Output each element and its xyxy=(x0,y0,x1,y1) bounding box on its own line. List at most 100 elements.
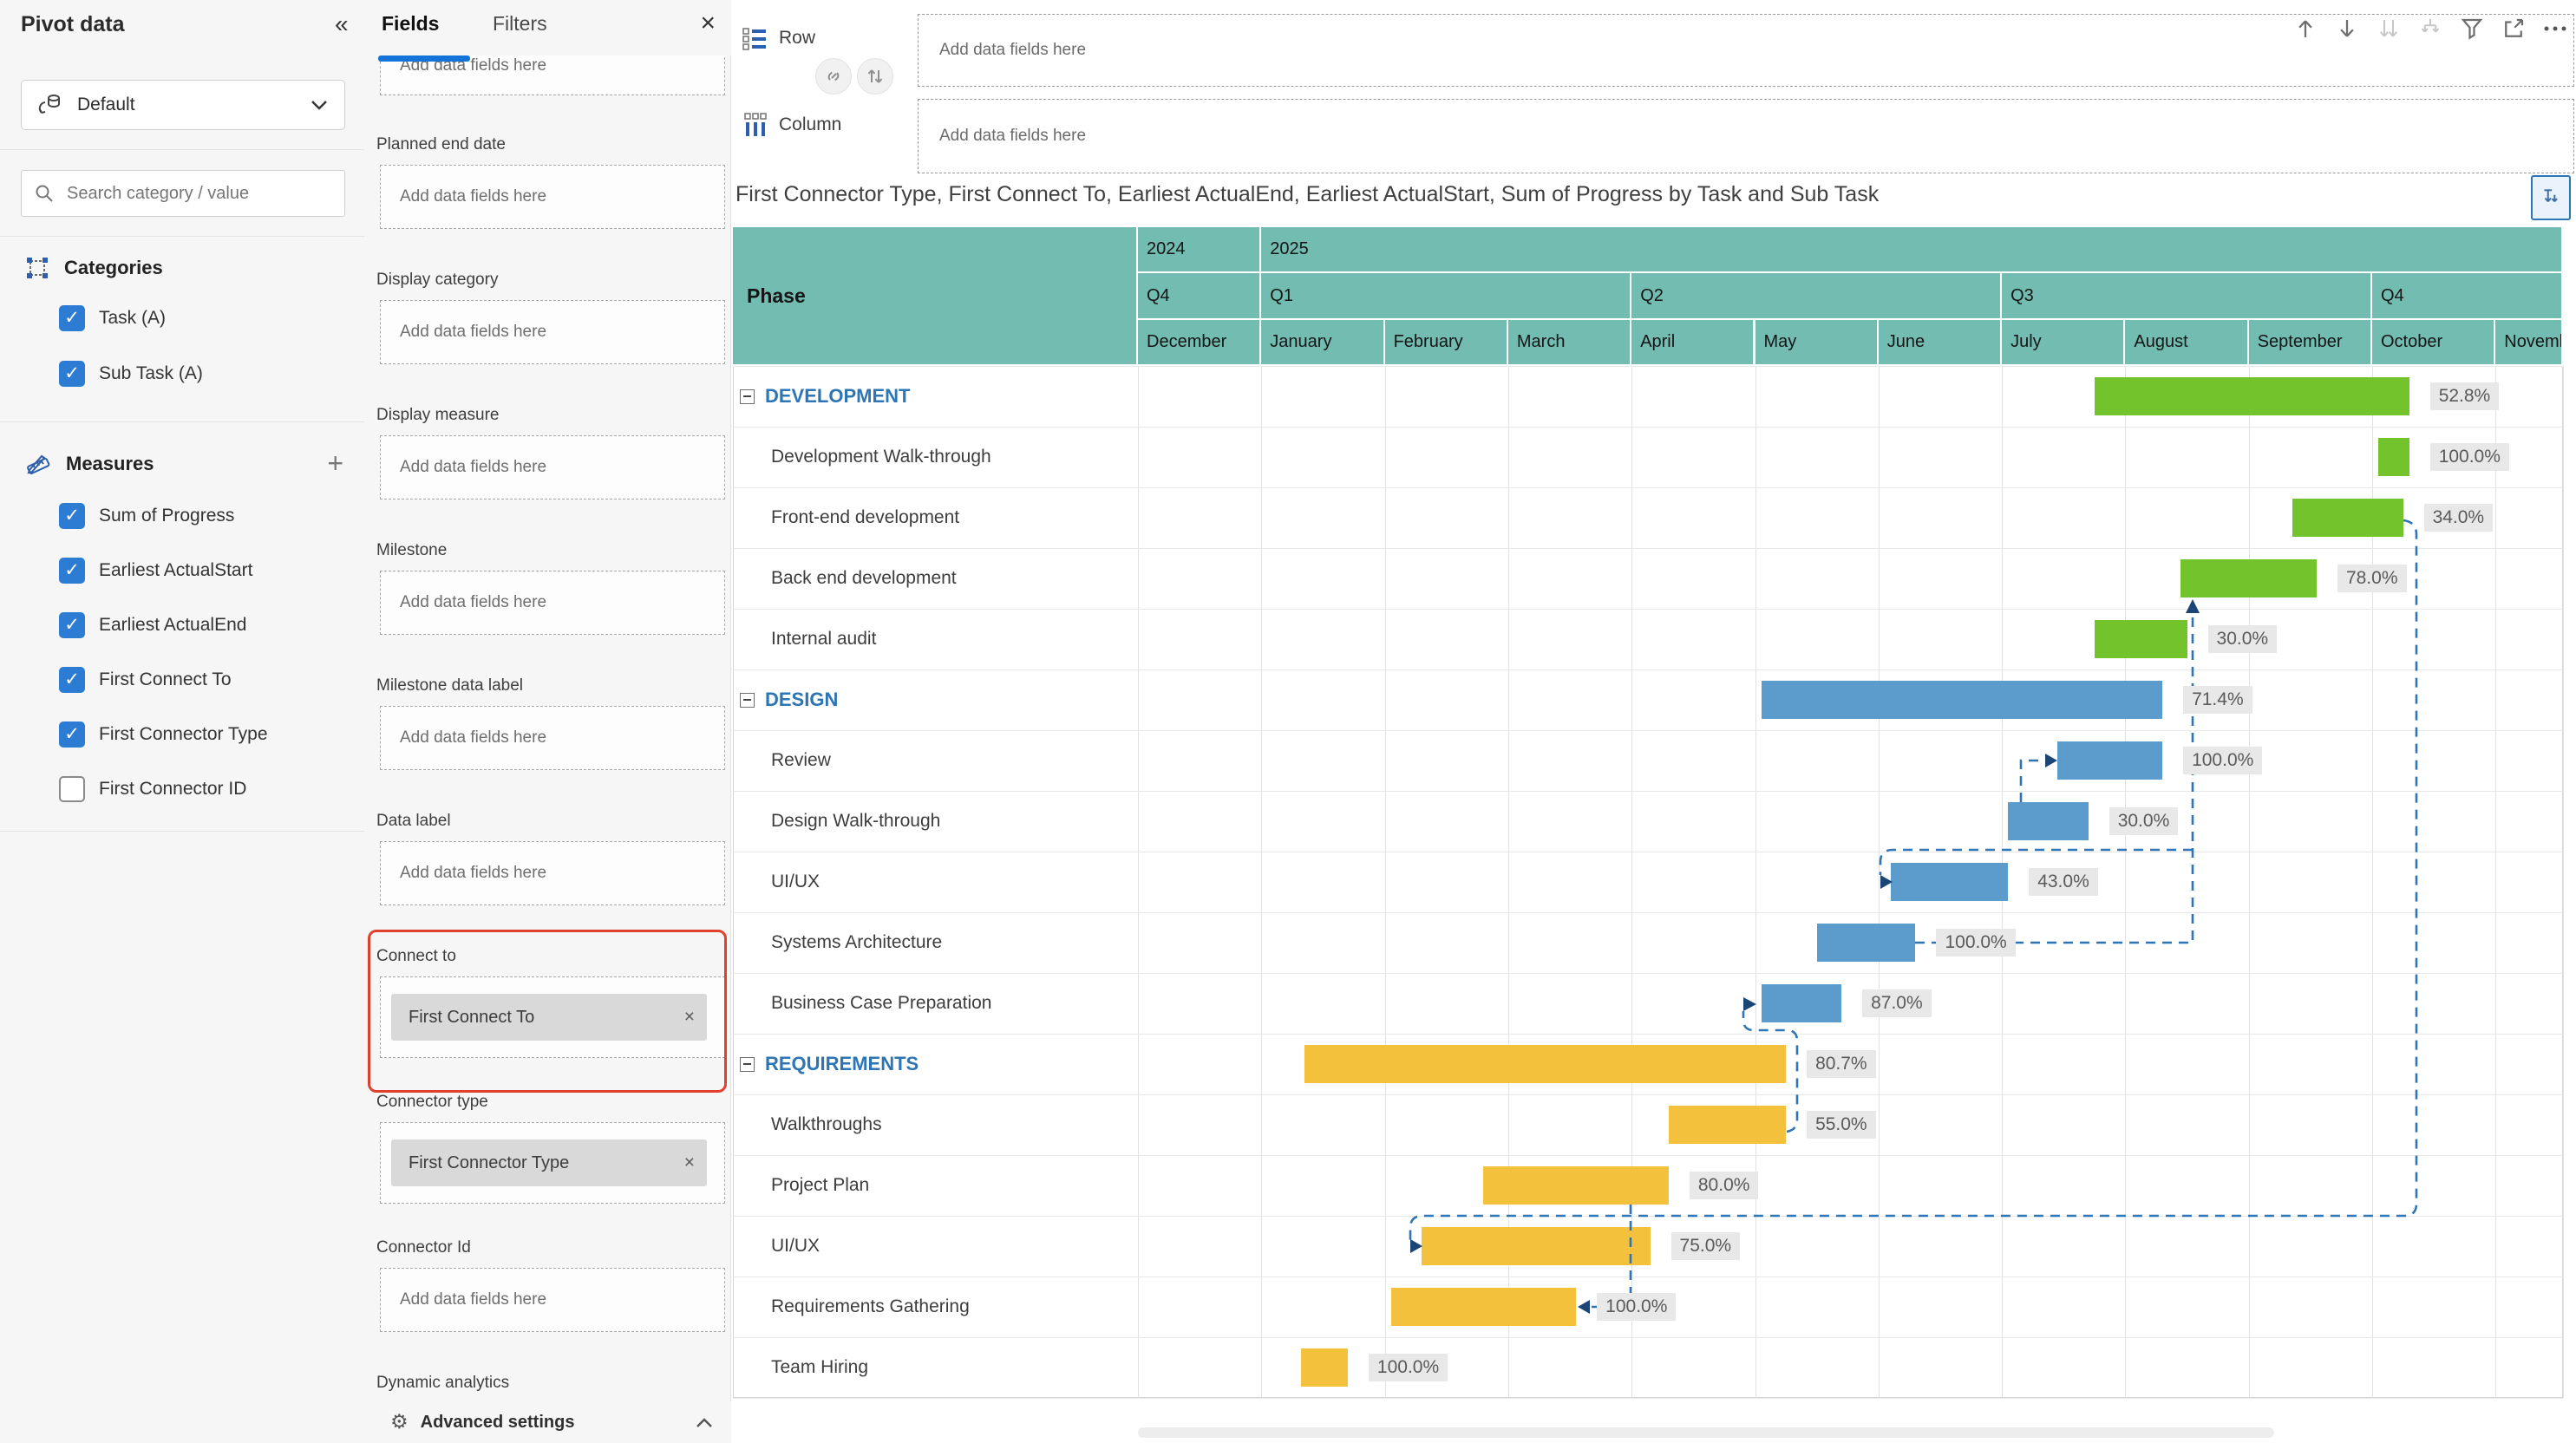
dropzone-placeholder: Add data fields here xyxy=(400,187,547,206)
measure-item-label: Earliest ActualStart xyxy=(99,560,253,580)
collapse-group-icon[interactable] xyxy=(740,388,755,404)
gantt-bar[interactable] xyxy=(1761,681,2163,719)
toolbar-more-options-icon[interactable] xyxy=(2540,16,2570,42)
gantt-header-quarter: Q2 xyxy=(1631,273,2003,320)
gantt-progress-label: 78.0% xyxy=(2337,565,2407,592)
measure-item[interactable]: ✓ Sum of Progress xyxy=(59,503,234,529)
close-icon[interactable]: × xyxy=(700,9,716,37)
dropzone-data-label[interactable]: Add data fields here xyxy=(380,841,725,905)
remove-chip-icon[interactable]: × xyxy=(683,1152,695,1172)
gantt-progress-label: 80.0% xyxy=(1689,1172,1759,1199)
checkbox[interactable]: ✓ xyxy=(59,667,85,693)
measure-item-label: First Connector ID xyxy=(99,779,247,799)
collapse-panel-icon[interactable]: « xyxy=(335,10,349,37)
gantt-gridline-horizontal xyxy=(733,1398,2563,1399)
gantt-gridline-horizontal xyxy=(733,669,2563,670)
gantt-header-month: September xyxy=(2248,319,2372,367)
gantt-task-row-label: UI/UX xyxy=(771,852,820,912)
dropzone-display-category[interactable]: Add data fields here xyxy=(380,300,725,364)
gantt-bar[interactable] xyxy=(2378,438,2409,476)
remove-chip-icon[interactable]: × xyxy=(683,1007,695,1027)
dropzone-connector-type[interactable]: First Connector Type × xyxy=(380,1122,725,1204)
gantt-bar[interactable] xyxy=(2094,620,2187,658)
gantt-bar[interactable] xyxy=(1891,863,2009,901)
checkbox[interactable]: ✓ xyxy=(59,722,85,748)
checkbox[interactable]: ✓ xyxy=(59,612,85,638)
toolbar-expand-all-icon[interactable] xyxy=(2416,16,2445,42)
gantt-bar[interactable] xyxy=(1816,924,1916,962)
task-name: Walkthroughs xyxy=(771,1114,882,1134)
column-zone-header: Column xyxy=(742,113,841,137)
gantt-progress-label: 52.8% xyxy=(2429,382,2500,410)
chart-toolbar xyxy=(2291,9,2570,49)
toolbar-double-arrow-down-icon[interactable] xyxy=(2374,16,2403,42)
advanced-settings-row[interactable]: ⚙ Advanced settings xyxy=(364,1401,731,1443)
toolbar-maximize-icon[interactable] xyxy=(2499,16,2528,42)
dropzone-milestone[interactable]: Add data fields here xyxy=(380,571,725,635)
categories-title: Categories xyxy=(64,257,163,278)
gantt-gridline-horizontal xyxy=(733,1337,2563,1338)
gantt-bar[interactable] xyxy=(2008,802,2089,840)
gantt-progress-label: 30.0% xyxy=(2207,625,2278,653)
toolbar-arrow-up-icon[interactable] xyxy=(2291,16,2320,42)
drill-down-button[interactable] xyxy=(2531,175,2571,220)
add-measure-button[interactable]: + xyxy=(327,447,343,479)
gantt-bar[interactable] xyxy=(1390,1288,1577,1326)
gantt-bar[interactable] xyxy=(1304,1045,1787,1083)
field-label: Dynamic analytics xyxy=(376,1374,510,1392)
gantt-bar[interactable] xyxy=(1761,984,1842,1022)
field-chip[interactable]: First Connector Type × xyxy=(391,1139,707,1186)
checkbox[interactable]: ✓ xyxy=(59,503,85,529)
checkbox[interactable]: ✓ xyxy=(59,558,85,584)
dropzone-display-measure[interactable]: Add data fields here xyxy=(380,435,725,500)
toolbar-arrow-down-icon[interactable] xyxy=(2332,16,2362,42)
checkbox[interactable]: ✓ xyxy=(59,361,85,387)
task-name: Back end development xyxy=(771,568,957,588)
column-icon xyxy=(742,113,767,137)
dropzone-planned-end-date[interactable]: Add data fields here xyxy=(380,165,725,229)
gantt-header-month: July xyxy=(2002,319,2126,367)
dropzone-connect-to[interactable]: First Connect To × xyxy=(380,976,725,1058)
measure-item[interactable]: ✓ First Connect To xyxy=(59,667,232,693)
dropzone-connector-id[interactable]: Add data fields here xyxy=(380,1268,725,1332)
dropzone-milestone-data-label[interactable]: Add data fields here xyxy=(380,706,725,770)
gantt-bar[interactable] xyxy=(2180,559,2317,597)
sort-fields-button[interactable] xyxy=(857,58,893,95)
tab-filters[interactable]: Filters xyxy=(493,12,547,35)
search-input[interactable] xyxy=(65,182,329,205)
gantt-bar[interactable] xyxy=(2292,499,2403,537)
category-item[interactable]: ✓ Task (A) xyxy=(59,305,166,331)
column-dropzone-placeholder: Add data fields here xyxy=(939,127,1087,145)
gantt-bar[interactable] xyxy=(2057,741,2163,780)
gantt-progress-label: 100.0% xyxy=(1597,1293,1677,1321)
link-fields-button[interactable] xyxy=(815,58,852,95)
gantt-task-row-label: Review xyxy=(771,730,831,791)
dropzone-placeholder: Add data fields here xyxy=(400,593,547,611)
toolbar-filter-icon[interactable] xyxy=(2457,16,2487,42)
tab-fields[interactable]: Fields xyxy=(382,12,440,35)
gantt-bar[interactable] xyxy=(1668,1106,1787,1144)
measure-item[interactable]: ✓ First Connector Type xyxy=(59,722,268,748)
gantt-bar[interactable] xyxy=(1422,1227,1651,1265)
gantt-progress-label: 80.7% xyxy=(1807,1050,1876,1078)
dataset-selector[interactable]: Default xyxy=(21,80,345,130)
gantt-group-row-label: DESIGN xyxy=(740,669,838,730)
measure-item-label: Earliest ActualEnd xyxy=(99,615,247,635)
measure-item[interactable]: ✓ Earliest ActualEnd xyxy=(59,612,246,638)
gantt-bar[interactable] xyxy=(1300,1348,1348,1387)
horizontal-scrollbar[interactable] xyxy=(1138,1427,2274,1438)
gantt-bar[interactable] xyxy=(1483,1166,1669,1205)
category-item[interactable]: ✓ Sub Task (A) xyxy=(59,361,203,387)
collapse-group-icon[interactable] xyxy=(740,1056,755,1072)
measure-item[interactable]: First Connector ID xyxy=(59,776,246,802)
checkbox[interactable] xyxy=(59,776,85,802)
task-name: Design Walk-through xyxy=(771,811,941,831)
task-name: Business Case Preparation xyxy=(771,993,992,1013)
gantt-bar[interactable] xyxy=(2094,377,2409,415)
collapse-group-icon[interactable] xyxy=(740,692,755,708)
column-dropzone[interactable]: Add data fields here xyxy=(918,99,2574,173)
measure-item-label: First Connector Type xyxy=(99,724,268,744)
field-chip[interactable]: First Connect To × xyxy=(391,994,707,1041)
measure-item[interactable]: ✓ Earliest ActualStart xyxy=(59,558,252,584)
checkbox[interactable]: ✓ xyxy=(59,305,85,331)
